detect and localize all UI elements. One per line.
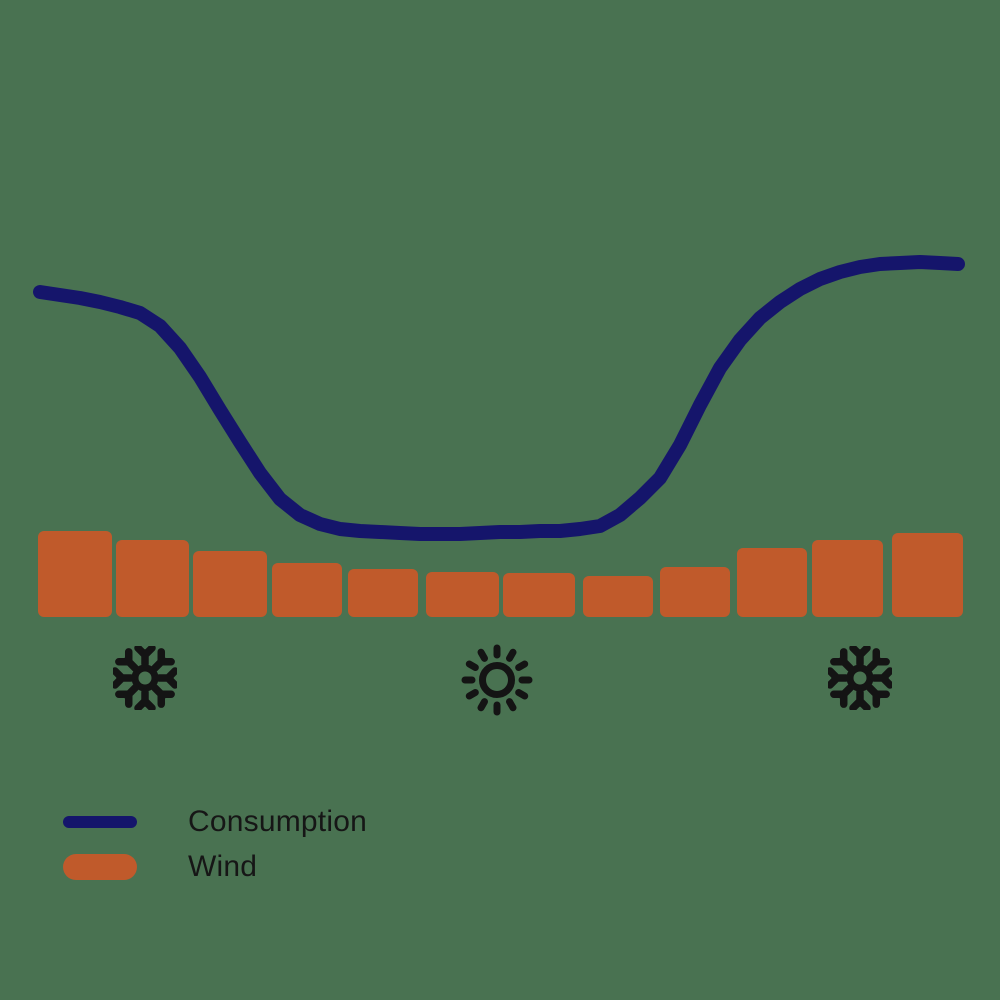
legend-label-consumption: Consumption <box>188 805 367 838</box>
wind-bar <box>737 548 807 617</box>
wind-bar <box>38 531 112 617</box>
snowflake-arms <box>828 646 892 710</box>
wind-bar <box>193 551 267 617</box>
wind-bar <box>116 540 189 617</box>
legend-item-consumption: Consumption <box>63 805 367 838</box>
wind-bar <box>812 540 883 617</box>
consumption-swatch <box>63 816 137 828</box>
legend: Consumption Wind <box>63 805 367 883</box>
wind-bar <box>426 572 499 617</box>
consumption-line <box>33 255 965 541</box>
sun-icon <box>457 640 537 720</box>
wind-bar <box>583 576 653 617</box>
legend-item-wind: Wind <box>63 850 367 883</box>
wind-bar <box>503 573 575 617</box>
sun-rays <box>461 644 533 716</box>
wind-bar <box>892 533 963 617</box>
wind-swatch <box>63 854 137 880</box>
wind-bars <box>38 531 963 617</box>
wind-bar <box>660 567 730 617</box>
legend-label-wind: Wind <box>188 850 258 883</box>
wind-bar <box>272 563 342 617</box>
snowflake-arms <box>113 646 177 710</box>
snowflake-icon <box>828 646 892 710</box>
snowflake-icon <box>113 646 177 710</box>
wind-bar <box>348 569 418 617</box>
